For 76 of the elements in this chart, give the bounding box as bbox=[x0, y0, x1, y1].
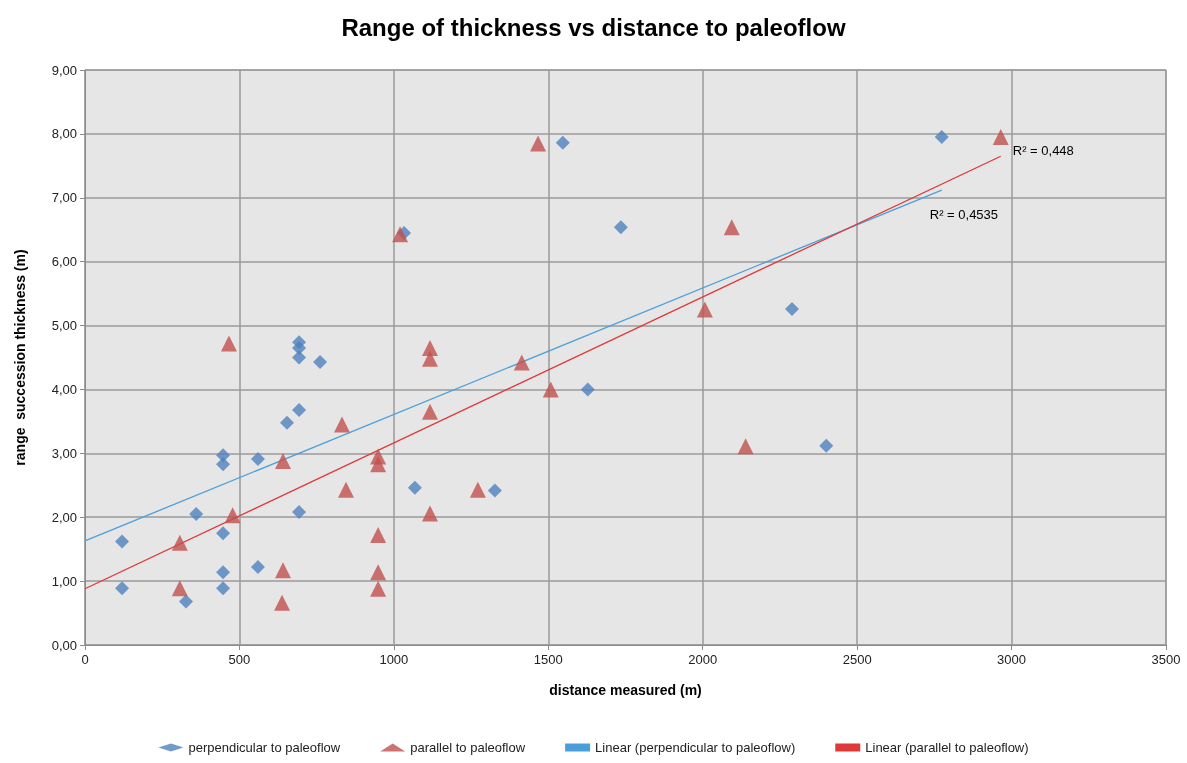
point bbox=[819, 438, 834, 453]
y-tick-label: 1,00 bbox=[51, 573, 77, 589]
point bbox=[274, 594, 291, 611]
point bbox=[115, 534, 130, 549]
point bbox=[513, 354, 530, 371]
point bbox=[216, 526, 231, 541]
point bbox=[292, 402, 307, 417]
legend-label: Linear (parallel to paleoflow) bbox=[865, 740, 1029, 755]
x-tick-label: 500 bbox=[228, 652, 251, 667]
point bbox=[333, 416, 350, 433]
point bbox=[216, 565, 231, 580]
y-axis-title: range succession thickness (m) bbox=[12, 249, 28, 466]
point bbox=[392, 226, 409, 243]
point bbox=[179, 594, 193, 609]
x-tick-label: 2000 bbox=[688, 652, 718, 667]
x-tick-label: 1500 bbox=[533, 652, 563, 667]
point bbox=[216, 581, 231, 596]
point bbox=[580, 382, 595, 397]
point bbox=[224, 507, 241, 524]
point bbox=[370, 456, 387, 473]
point bbox=[421, 505, 438, 522]
y-tick-label: 3,00 bbox=[51, 445, 77, 461]
y-tick-label: 0,00 bbox=[51, 637, 77, 653]
x-tick-label: 0 bbox=[81, 652, 89, 667]
point bbox=[274, 453, 291, 469]
point bbox=[171, 580, 188, 597]
point bbox=[530, 135, 547, 152]
point bbox=[555, 135, 570, 150]
point bbox=[220, 335, 237, 352]
point bbox=[292, 505, 307, 520]
point bbox=[250, 560, 265, 575]
x-tick-label: 2500 bbox=[842, 652, 872, 667]
point bbox=[189, 507, 204, 522]
point bbox=[723, 219, 740, 236]
x-axis-title: distance measured (m) bbox=[549, 682, 702, 698]
point bbox=[370, 580, 387, 597]
point bbox=[992, 129, 1009, 146]
point bbox=[469, 481, 486, 498]
point bbox=[696, 301, 713, 318]
annotation: R² = 0,448 bbox=[1012, 143, 1074, 159]
x-tick-label: 1000 bbox=[379, 652, 409, 667]
point bbox=[370, 564, 387, 581]
y-tick-label: 7,00 bbox=[51, 190, 77, 206]
point bbox=[250, 452, 265, 467]
point bbox=[421, 403, 438, 420]
point bbox=[421, 350, 438, 367]
point bbox=[934, 130, 949, 145]
point bbox=[115, 581, 130, 596]
y-tick-label: 2,00 bbox=[51, 509, 77, 525]
legend-label: Linear (perpendicular to paleoflow) bbox=[595, 740, 796, 755]
point bbox=[421, 339, 438, 356]
y-tick-label: 9,00 bbox=[51, 62, 77, 78]
point bbox=[337, 481, 354, 498]
legend-label: parallel to paleoflow bbox=[410, 740, 526, 755]
point bbox=[216, 457, 231, 472]
point bbox=[279, 415, 294, 430]
point bbox=[613, 220, 628, 235]
y-tick-label: 4,00 bbox=[51, 381, 77, 397]
point bbox=[487, 483, 502, 498]
point bbox=[542, 381, 559, 398]
y-tick-label: 8,00 bbox=[51, 126, 77, 142]
point bbox=[274, 562, 291, 579]
annotation: R² = 0,4535 bbox=[929, 207, 999, 223]
y-tick-label: 5,00 bbox=[51, 318, 77, 334]
point bbox=[737, 438, 754, 455]
x-tick-label: 3500 bbox=[1151, 652, 1181, 667]
chart-title: Range of thickness vs distance to paleoflow bbox=[341, 13, 846, 41]
legend-label: perpendicular to paleoflow bbox=[188, 740, 341, 755]
x-tick-label: 3000 bbox=[997, 652, 1027, 667]
point bbox=[313, 354, 328, 369]
point bbox=[407, 480, 422, 495]
point bbox=[292, 350, 307, 365]
point bbox=[370, 527, 387, 544]
y-tick-label: 6,00 bbox=[51, 254, 77, 270]
point bbox=[784, 301, 799, 316]
point bbox=[171, 534, 188, 551]
